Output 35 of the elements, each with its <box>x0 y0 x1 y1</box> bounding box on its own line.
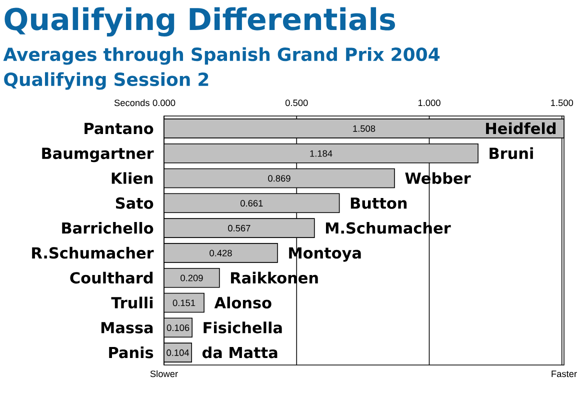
text: Faster <box>552 370 577 378</box>
annotation: Heidfeld <box>486 122 556 134</box>
x-tick-label: 0.000 <box>152 100 176 106</box>
y-tick-label: Coulthard <box>70 272 153 284</box>
x-tick-label: 1.500 <box>551 100 574 106</box>
annotation: Alonso <box>214 296 272 308</box>
x-tick-label: 0.500 <box>285 100 308 106</box>
data-label: 1.508 <box>353 125 376 132</box>
data-label: 0.151 <box>172 300 196 306</box>
y-tick-label: R.Schumacher <box>32 246 154 259</box>
chart-subtitle: Averages through Spanish Grand Prix 2004 Qualifying Session 2 <box>3 47 440 90</box>
data-label: 0.209 <box>180 274 203 282</box>
annotation: Fisichella <box>204 322 282 334</box>
x-tick-label: 1.000 <box>418 100 440 106</box>
y-tick-label: Barrichello <box>62 222 154 234</box>
y-tick-label: Panis <box>109 346 154 358</box>
data-label: 0.428 <box>210 250 232 256</box>
data-label: 1.184 <box>310 150 332 157</box>
data-label: 0.104 <box>166 349 190 356</box>
y-tick-label: Massa <box>101 322 153 334</box>
y-tick-label: Klien <box>112 172 153 184</box>
data-label: 0.567 <box>228 224 250 232</box>
text: Slower <box>150 370 178 378</box>
data-label: 0.661 <box>240 200 263 207</box>
y-tick-label: Pantano <box>84 122 154 134</box>
y-tick-label: Sato <box>116 197 154 209</box>
y-tick-label: Baumgartner <box>42 148 154 162</box>
annotation: Button <box>350 198 407 209</box>
x-axis-title: Seconds <box>114 99 150 106</box>
data-label: 0.869 <box>268 175 290 182</box>
chart-title: Qualifying Differentials <box>4 7 395 36</box>
data-label: 0.106 <box>166 324 190 332</box>
annotation: da Matta <box>202 346 278 358</box>
annotation: Bruni <box>490 147 533 160</box>
y-tick-label: Trulli <box>111 296 153 308</box>
